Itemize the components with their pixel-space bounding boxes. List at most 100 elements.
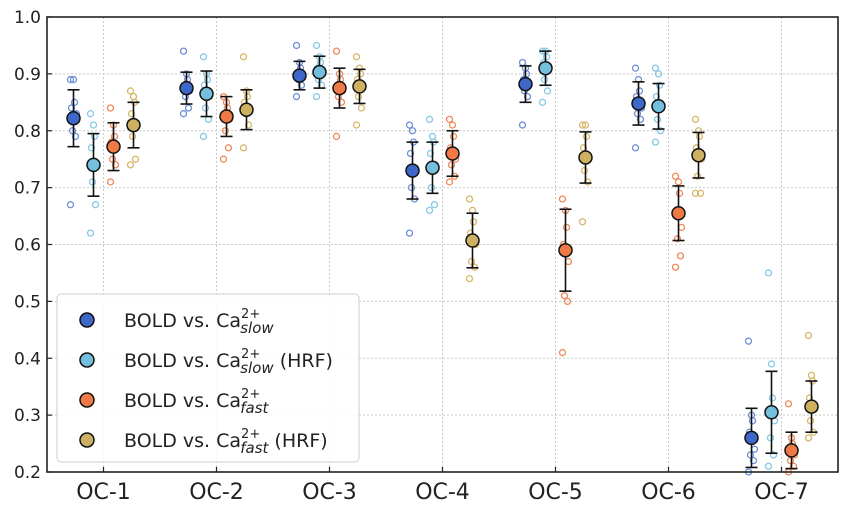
data-point: [804, 331, 813, 340]
legend-label: BOLD vs. Ca2+ fast: [124, 387, 270, 417]
data-point: [427, 183, 436, 192]
y-tick-label: 0.5: [14, 292, 41, 312]
data-point: [636, 115, 645, 124]
mean-marker: [764, 405, 779, 420]
legend-marker: [79, 312, 95, 328]
data-point: [807, 371, 816, 379]
data-point: [179, 47, 188, 55]
data-point: [633, 110, 642, 118]
data-point: [88, 178, 97, 186]
data-point: [69, 75, 78, 84]
y-tick-label: 0.2: [14, 463, 41, 483]
data-point: [445, 115, 454, 124]
data-point: [129, 92, 138, 101]
x-tick-label: OC-4: [415, 480, 470, 505]
y-tick-label: 1.0: [14, 8, 41, 28]
data-point: [523, 92, 532, 101]
data-point: [87, 144, 96, 152]
legend-label-sub: slow: [240, 359, 274, 377]
data-point: [631, 64, 640, 72]
data-point: [425, 115, 434, 124]
data-point: [312, 92, 321, 101]
mean-marker: [578, 150, 593, 165]
data-point: [558, 348, 567, 357]
mean-marker: [312, 64, 327, 80]
data-point: [651, 64, 660, 72]
y-tick-label: 0.3: [14, 406, 41, 426]
data-point: [691, 115, 700, 124]
data-point: [406, 149, 415, 158]
data-point: [68, 127, 77, 135]
mean-marker: [804, 399, 819, 414]
legend-box: [56, 293, 360, 463]
data-point: [244, 121, 253, 129]
legend-label-base: BOLD vs. Ca: [124, 350, 241, 372]
mean-marker: [744, 430, 759, 446]
legend-label-sub: fast: [240, 399, 269, 417]
legend-marker: [79, 392, 95, 408]
data-point: [71, 132, 80, 141]
y-tick-label: 0.4: [14, 349, 41, 369]
data-point: [767, 360, 776, 368]
data-point: [66, 75, 75, 84]
legend-label-suffix: (HRF): [274, 350, 333, 372]
data-point: [671, 263, 680, 271]
data-point: [635, 87, 644, 95]
data-point: [580, 166, 589, 175]
data-point: [407, 183, 416, 192]
data-point: [562, 223, 571, 232]
data-point: [91, 201, 100, 209]
data-point: [292, 41, 301, 50]
data-point: [292, 92, 301, 101]
data-point: [806, 417, 815, 425]
x-tick-label: OC-1: [76, 480, 131, 505]
x-tick-label: OC-6: [641, 480, 696, 505]
x-tick-label: OC-2: [189, 480, 244, 505]
data-point: [426, 149, 435, 158]
data-point: [224, 144, 233, 152]
data-point: [581, 121, 590, 129]
data-point: [655, 81, 664, 89]
data-point: [656, 127, 665, 135]
y-tick-label: 0.9: [14, 65, 41, 85]
data-point: [750, 445, 759, 453]
mean-marker: [465, 233, 480, 248]
legend-label-sub: fast: [240, 439, 269, 457]
data-point: [405, 121, 414, 129]
data-point: [219, 155, 228, 163]
data-point: [131, 155, 140, 163]
data-point: [465, 195, 474, 203]
mean-marker: [179, 80, 194, 96]
x-tick-label: OC-7: [754, 480, 809, 505]
data-point: [543, 87, 552, 95]
data-point: [467, 257, 476, 266]
data-point: [447, 161, 456, 169]
y-tick-label: 0.7: [14, 179, 41, 199]
data-point: [631, 144, 640, 152]
data-point: [332, 47, 341, 55]
legend-label: BOLD vs. Ca2+ slow (HRF): [124, 347, 333, 377]
data-point: [405, 229, 414, 237]
data-point: [744, 337, 753, 345]
data-point: [332, 132, 341, 141]
legend-label-sup: 2+: [241, 427, 260, 442]
data-point: [184, 104, 193, 112]
data-point: [111, 161, 120, 169]
data-point: [110, 132, 119, 141]
mean-marker: [405, 163, 420, 178]
mean-marker: [445, 146, 460, 161]
data-point: [239, 144, 248, 152]
data-point: [203, 75, 212, 84]
data-point: [127, 110, 136, 118]
data-point: [691, 189, 700, 197]
data-point: [518, 121, 527, 129]
legend-label-sup: 2+: [241, 347, 260, 362]
data-point: [106, 178, 115, 186]
axis-ticks: 0.2 0.3 0.4 0.5 0.6 0.7 0.8 0.9 1.0 OC-1 OC-2 OC-3 O…: [14, 8, 809, 505]
legend-label-sup: 2+: [241, 387, 260, 402]
data-point: [749, 456, 758, 465]
data-point: [677, 223, 686, 232]
legend-label-sup: 2+: [241, 307, 260, 322]
data-point: [70, 98, 79, 106]
